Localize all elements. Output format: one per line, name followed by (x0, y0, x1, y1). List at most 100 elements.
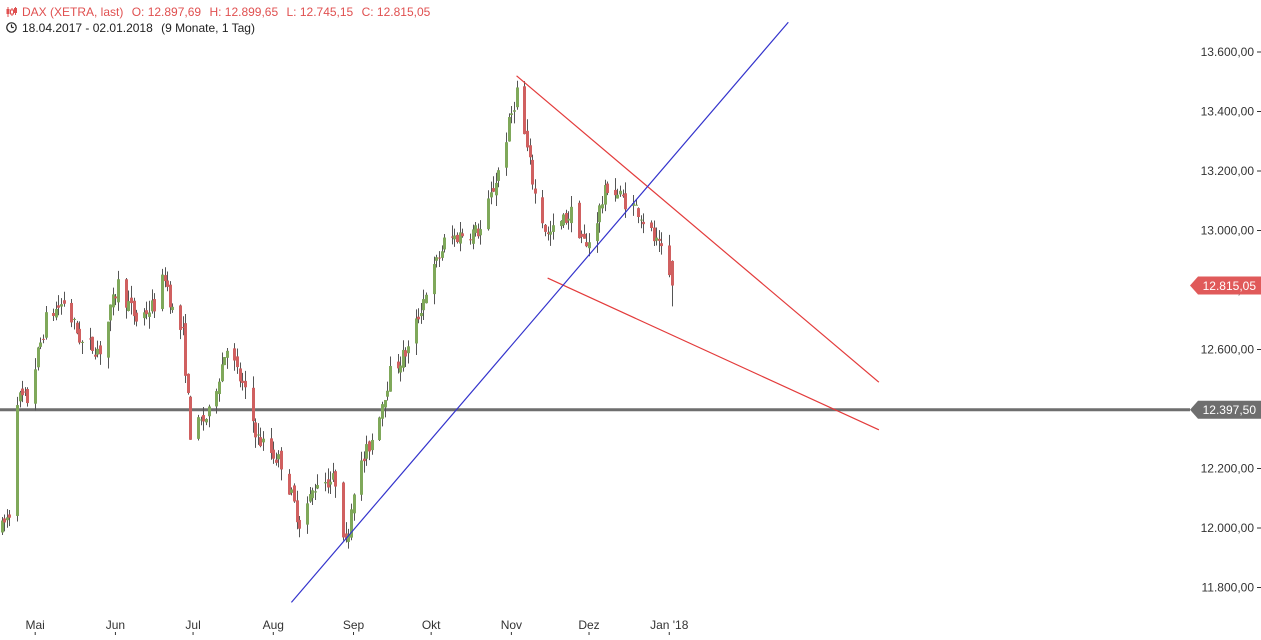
candle (350, 503, 353, 541)
candle-body (547, 232, 550, 235)
candle-body (549, 231, 552, 235)
candle-body (492, 188, 495, 192)
y-tick-label: 12.600,00 (1201, 343, 1255, 357)
candle (469, 233, 472, 245)
candle-body (327, 479, 330, 488)
candle-body (166, 280, 169, 287)
candle-body (474, 225, 477, 233)
candle-body (342, 482, 345, 538)
candle-body (495, 182, 498, 196)
candle (407, 340, 410, 364)
trendline-lower-support[interactable] (547, 277, 880, 431)
candle-body (182, 327, 185, 329)
candle-body (73, 318, 76, 320)
candle (202, 407, 205, 431)
candle-body (197, 417, 200, 439)
candle (378, 416, 381, 441)
candle (549, 220, 552, 246)
candle-body (422, 299, 425, 311)
candle-body (363, 458, 366, 462)
candle (415, 309, 418, 356)
candle (456, 232, 459, 244)
candle-body (598, 205, 601, 223)
candle (63, 291, 66, 307)
candle-body (117, 279, 120, 303)
candle (306, 496, 309, 534)
trendline-upper-resistance[interactable] (516, 75, 880, 383)
candle-body (99, 345, 102, 355)
candle-body (614, 189, 617, 196)
candle-body (534, 188, 537, 194)
candle (60, 298, 63, 315)
candle (660, 232, 663, 255)
candle-body (397, 361, 400, 369)
candle-body (490, 192, 493, 198)
candle (91, 336, 94, 354)
candle-body (215, 391, 218, 407)
candle (438, 251, 441, 267)
price-tags: 12.815,05 12.397,50 (1190, 276, 1261, 419)
candle-body (407, 346, 410, 354)
candle (272, 441, 275, 464)
candle (145, 301, 148, 320)
candle-body (26, 389, 29, 404)
candle-body (510, 113, 513, 115)
candle-body (63, 300, 66, 304)
candle-body (560, 220, 563, 227)
candle-body (386, 390, 389, 397)
candle (492, 176, 495, 193)
candle-body (151, 300, 154, 312)
candle (614, 178, 617, 202)
candle (76, 320, 79, 335)
candle-body (60, 304, 63, 307)
x-tick-label: Sep (343, 618, 365, 632)
candle-body (259, 437, 262, 447)
candle (347, 528, 350, 549)
candle-body (653, 227, 656, 242)
candle (184, 314, 187, 383)
candle (365, 435, 368, 466)
candle-body (241, 380, 244, 383)
candle-body (640, 219, 643, 221)
trendline-rising-trend[interactable] (290, 21, 789, 603)
open-value: O: 12.897,69 (131, 5, 202, 19)
candle-body (81, 341, 84, 343)
candle-body (353, 494, 356, 514)
candle-body (57, 305, 60, 308)
candle-body (42, 338, 45, 340)
candle (495, 172, 498, 206)
period-header: 18.04.2017 - 02.01.2018 (9 Monate, 1 Tag… (6, 21, 260, 36)
candle-body (451, 236, 454, 238)
candle-body (306, 503, 309, 525)
candle (81, 340, 84, 354)
candle (270, 427, 273, 460)
candle-body (441, 251, 444, 258)
candle-body (114, 296, 117, 299)
candle-body (314, 491, 317, 493)
candle (505, 132, 508, 176)
candle (583, 224, 586, 239)
candle-body (531, 159, 534, 185)
candle (309, 486, 312, 503)
candle (288, 469, 291, 495)
candle-body (45, 312, 48, 338)
candle (544, 224, 547, 237)
candle (513, 101, 516, 124)
candle-body (371, 439, 374, 451)
candle (417, 308, 420, 324)
candle (241, 372, 244, 391)
candle (523, 81, 526, 135)
candle-body (642, 221, 645, 225)
candle-body (143, 312, 146, 319)
candle (668, 234, 671, 278)
candle-body (588, 242, 591, 249)
candle-body (668, 245, 671, 276)
candle (107, 321, 110, 369)
candle-body (384, 399, 387, 408)
candle (130, 285, 133, 315)
candle (55, 301, 58, 321)
candle-body (1, 520, 4, 533)
candle (189, 395, 192, 440)
